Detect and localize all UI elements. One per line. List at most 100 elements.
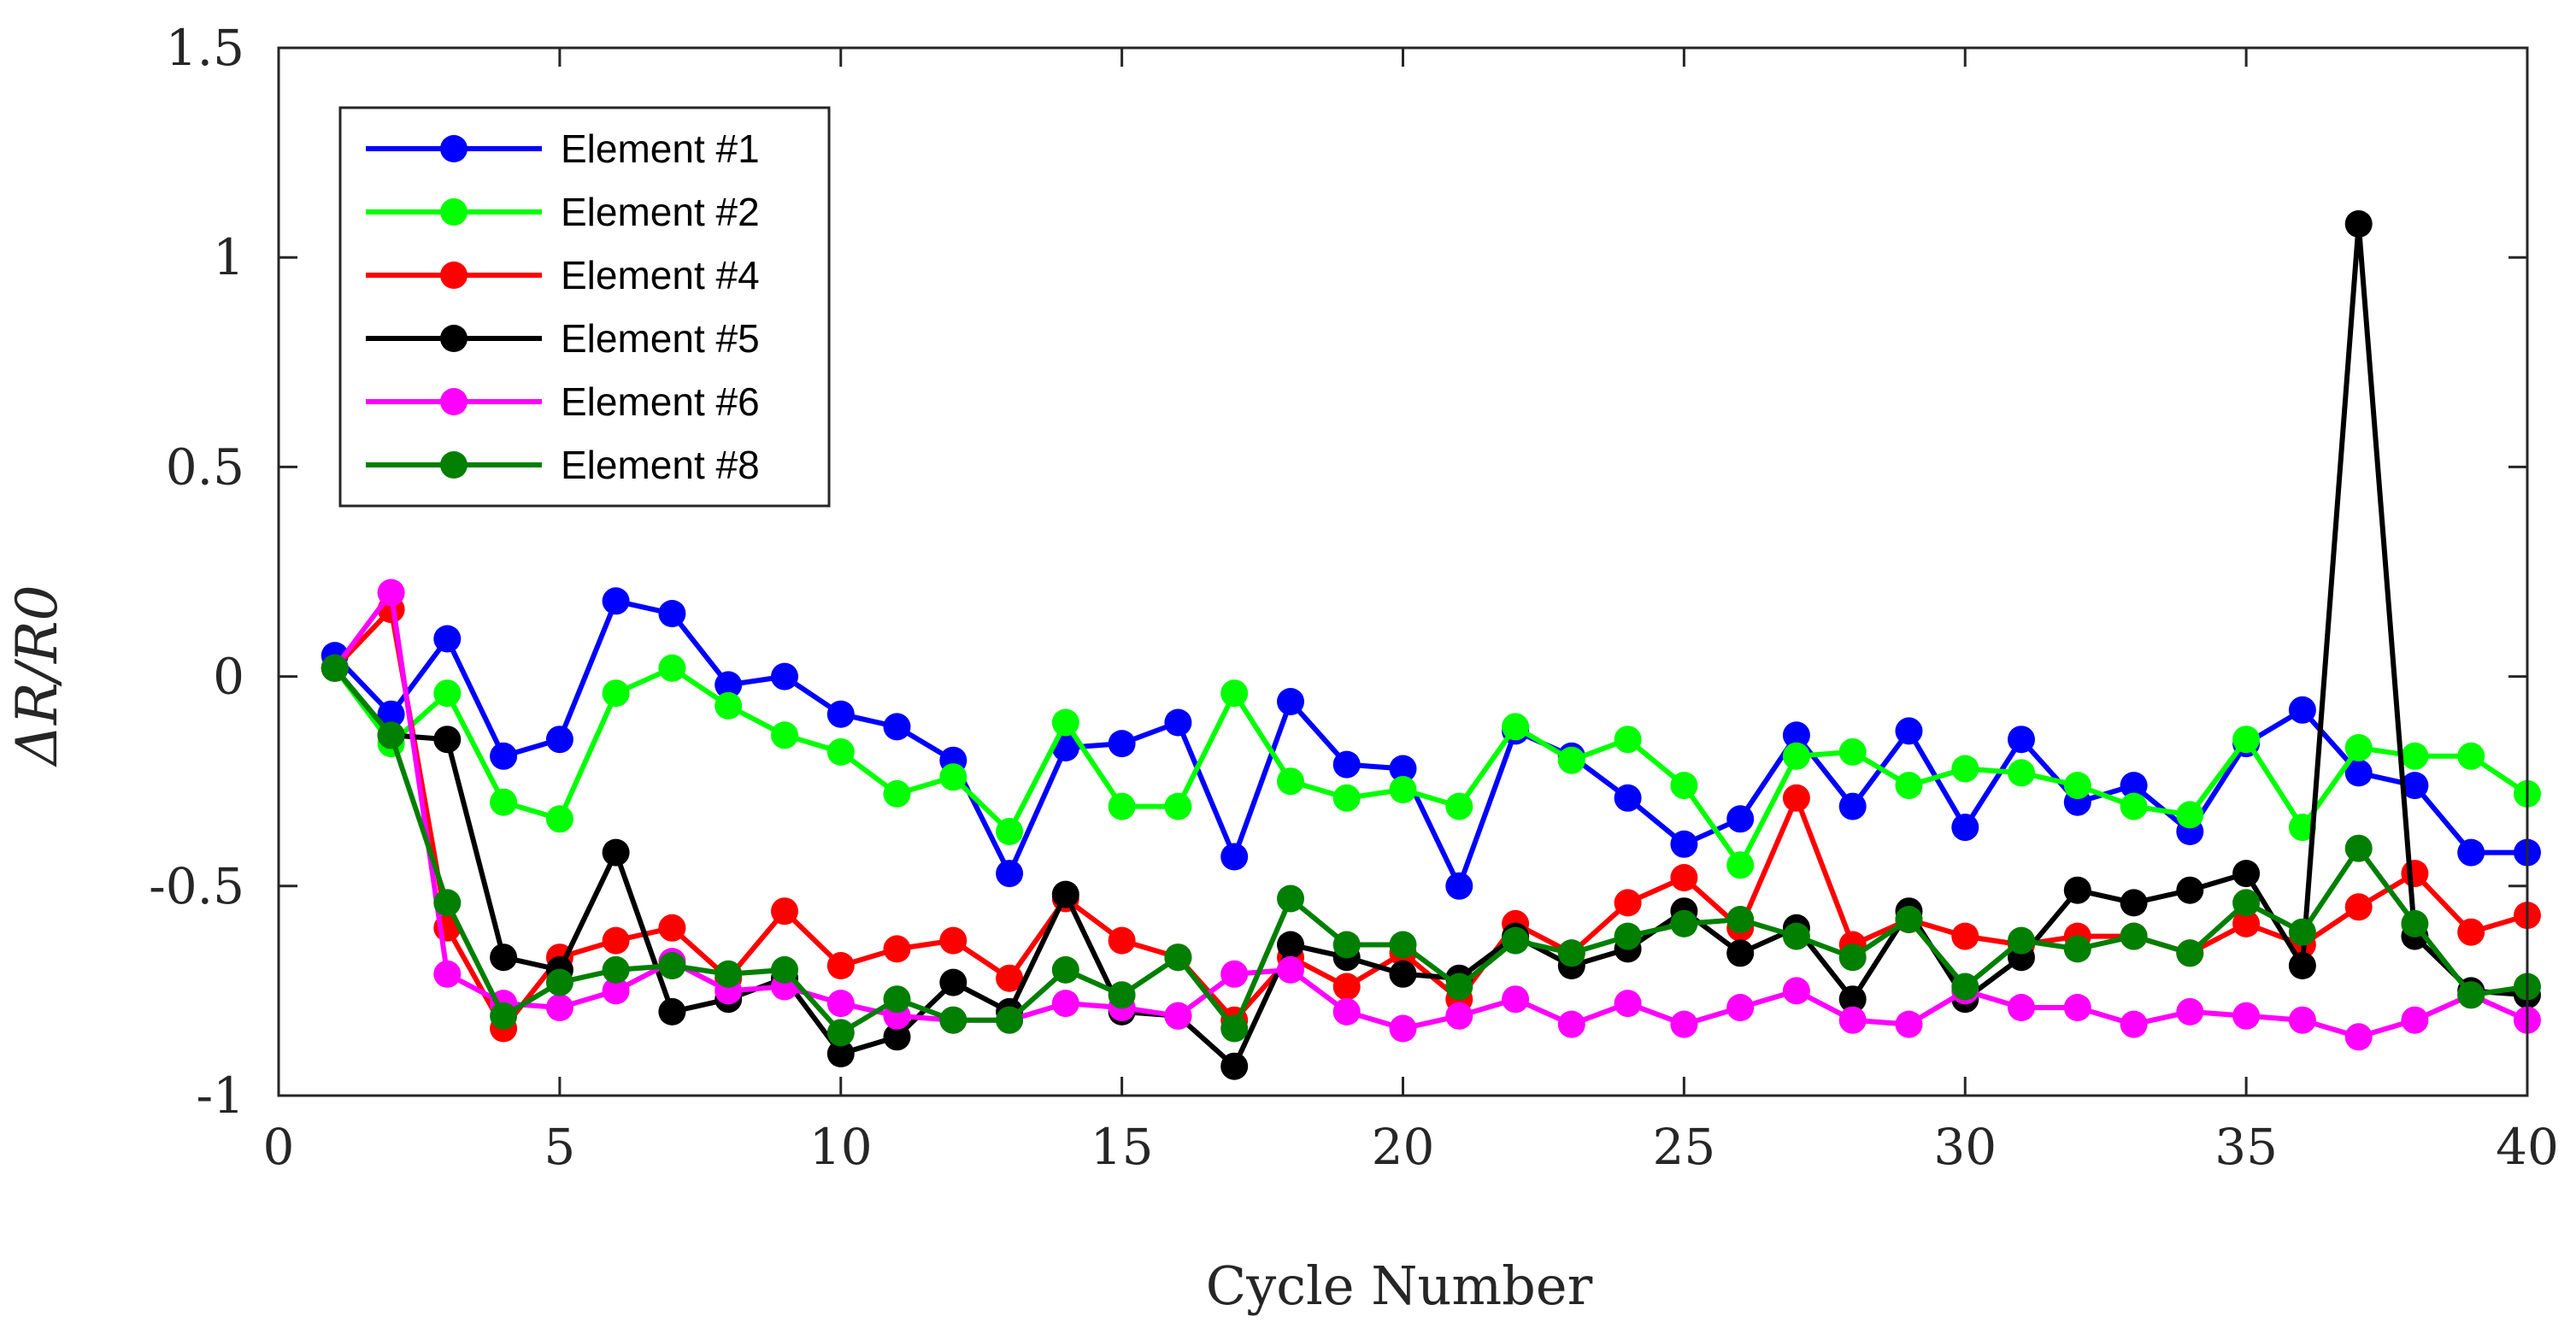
data-point	[1838, 985, 1867, 1014]
data-point	[1277, 767, 1304, 796]
data-point	[939, 763, 967, 791]
x-tick-label: 35	[2214, 1118, 2278, 1176]
data-point	[1164, 1002, 1192, 1030]
data-point	[433, 625, 462, 653]
legend-item: Element #1	[366, 126, 760, 171]
data-point	[1726, 906, 1755, 933]
data-point	[771, 955, 798, 984]
data-point	[1051, 880, 1079, 908]
legend-item: Element #2	[366, 190, 760, 234]
data-point	[545, 805, 573, 833]
data-point	[2288, 1006, 2316, 1034]
y-tick-label: -0.5	[149, 857, 244, 915]
data-point	[377, 721, 405, 749]
y-tick-label: 0.5	[166, 438, 244, 496]
data-point	[2008, 759, 2035, 787]
data-point	[1445, 973, 1473, 1001]
data-point	[1164, 943, 1192, 972]
data-point	[2457, 742, 2485, 770]
series-6	[321, 654, 2541, 1047]
data-point	[1389, 960, 1417, 988]
data-point	[826, 1019, 855, 1047]
data-point	[602, 587, 630, 615]
legend-item: Element #8	[366, 443, 760, 487]
data-point	[1164, 792, 1192, 820]
data-point	[1502, 926, 1530, 955]
data-point	[2232, 860, 2261, 888]
legend-marker	[440, 451, 468, 479]
legend-label: Element #6	[561, 379, 760, 424]
data-point	[1895, 1010, 1923, 1038]
data-point	[1614, 990, 1642, 1018]
x-axis-label: Cycle Number	[1206, 1255, 1593, 1317]
data-point	[826, 952, 855, 979]
data-point	[1220, 1014, 1249, 1043]
data-point	[939, 968, 967, 996]
series-2	[321, 654, 2541, 879]
y-tick-label: 1.5	[166, 19, 244, 77]
data-point	[1051, 990, 1079, 1018]
data-point	[2344, 893, 2373, 921]
x-tick-label: 5	[544, 1118, 575, 1176]
legend-label: Element #2	[561, 190, 760, 234]
data-point	[1389, 931, 1417, 959]
data-point	[2063, 994, 2091, 1021]
data-point	[1951, 755, 1979, 783]
data-point	[602, 838, 630, 867]
data-point	[1670, 772, 1698, 800]
data-point	[2176, 997, 2204, 1026]
data-point	[1782, 977, 1810, 1005]
data-point	[1389, 776, 1417, 803]
data-point	[826, 990, 855, 1018]
data-point	[1838, 792, 1867, 820]
data-point	[1895, 772, 1923, 800]
data-point	[602, 926, 630, 955]
data-point	[2344, 734, 2373, 761]
x-tick-label: 40	[2496, 1118, 2559, 1176]
data-point	[883, 985, 911, 1014]
data-point	[433, 889, 462, 917]
data-point	[1445, 792, 1473, 820]
x-tick-label: 0	[263, 1118, 295, 1176]
data-point	[1557, 939, 1585, 967]
data-point	[1782, 784, 1810, 812]
data-point	[826, 738, 855, 766]
data-point	[1782, 742, 1810, 770]
data-point	[2008, 726, 2035, 754]
data-point	[1389, 755, 1417, 783]
data-point	[602, 955, 630, 984]
data-point	[2401, 860, 2429, 888]
data-point	[1951, 922, 1979, 950]
data-point	[1838, 738, 1867, 766]
data-point	[1951, 814, 1979, 842]
data-point	[545, 726, 573, 754]
data-point	[1557, 1010, 1585, 1038]
series-1	[321, 587, 2541, 900]
x-tick-label: 10	[809, 1118, 873, 1176]
data-point	[1108, 792, 1136, 820]
data-point	[1670, 864, 1698, 891]
data-point	[490, 1002, 518, 1030]
y-tick-label: -1	[197, 1067, 245, 1125]
legend-box	[338, 106, 831, 508]
legend-marker	[440, 325, 468, 352]
data-point	[1277, 688, 1304, 715]
data-point	[996, 964, 1024, 992]
data-point	[2344, 759, 2373, 787]
series-line	[332, 666, 2528, 1036]
data-point	[1220, 843, 1249, 871]
data-point	[1726, 805, 1755, 833]
data-point	[826, 700, 855, 728]
data-point	[1332, 931, 1361, 959]
data-point	[2232, 726, 2261, 754]
series-line	[332, 221, 2528, 1069]
data-point	[2401, 1006, 2429, 1034]
data-point	[2120, 889, 2148, 917]
plot-layer	[321, 210, 2541, 1080]
data-point	[939, 926, 967, 955]
data-point	[1332, 997, 1361, 1026]
data-point	[2401, 772, 2429, 800]
data-point	[1670, 1010, 1698, 1038]
data-point	[2288, 696, 2316, 724]
series-line	[332, 598, 2527, 889]
